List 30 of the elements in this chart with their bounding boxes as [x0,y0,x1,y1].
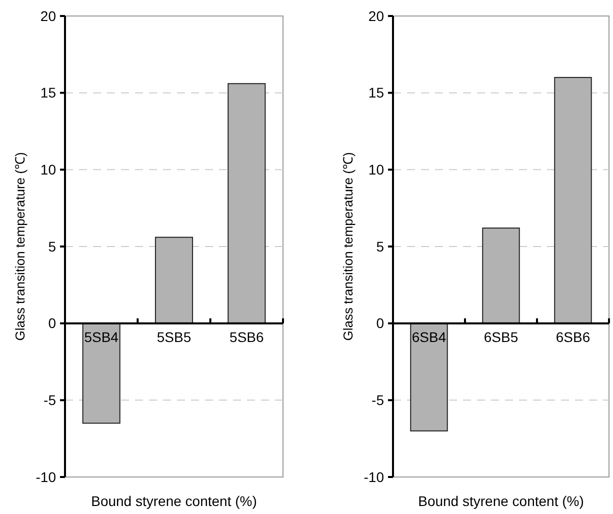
x-tick-label: 5SB4 [84,329,119,346]
x-tick-label: 6SB6 [556,329,590,346]
bar [410,322,448,432]
y-axis-title: Glass transition temperature (℃) [340,152,356,341]
y-tick-label: -10 [364,468,384,485]
x-tick-label: 5SB5 [156,329,192,346]
x-axis-title: Bound styrene content (%) [91,492,257,509]
bar [554,76,592,324]
y-tick-label: 0 [48,315,56,332]
y-tick-label: 5 [376,238,384,254]
y-tick-label: 15 [368,84,384,101]
bar [154,236,194,324]
y-tick-label: 0 [376,315,384,332]
y-tick-label: 20 [368,8,384,24]
bar [228,83,266,324]
x-tick-label: 5SB6 [230,329,264,346]
bar [482,228,520,324]
y-tick-label: 10 [368,162,384,178]
x-tick-label: 6SB5 [484,329,518,346]
bar [82,322,120,424]
y-tick-label: -5 [44,392,56,408]
y-tick-label: -5 [372,392,384,408]
y-tick-label: 15 [40,84,56,101]
y-axis-title: Glass transition temperature (℃) [12,152,28,341]
y-tick-label: 10 [40,162,56,178]
y-tick-label: 20 [40,8,56,24]
x-tick-label: 6SB4 [412,329,446,346]
y-tick-label: -10 [36,468,56,485]
y-tick-label: 5 [48,238,56,254]
x-axis-title: Bound styrene content (%) [418,492,584,509]
